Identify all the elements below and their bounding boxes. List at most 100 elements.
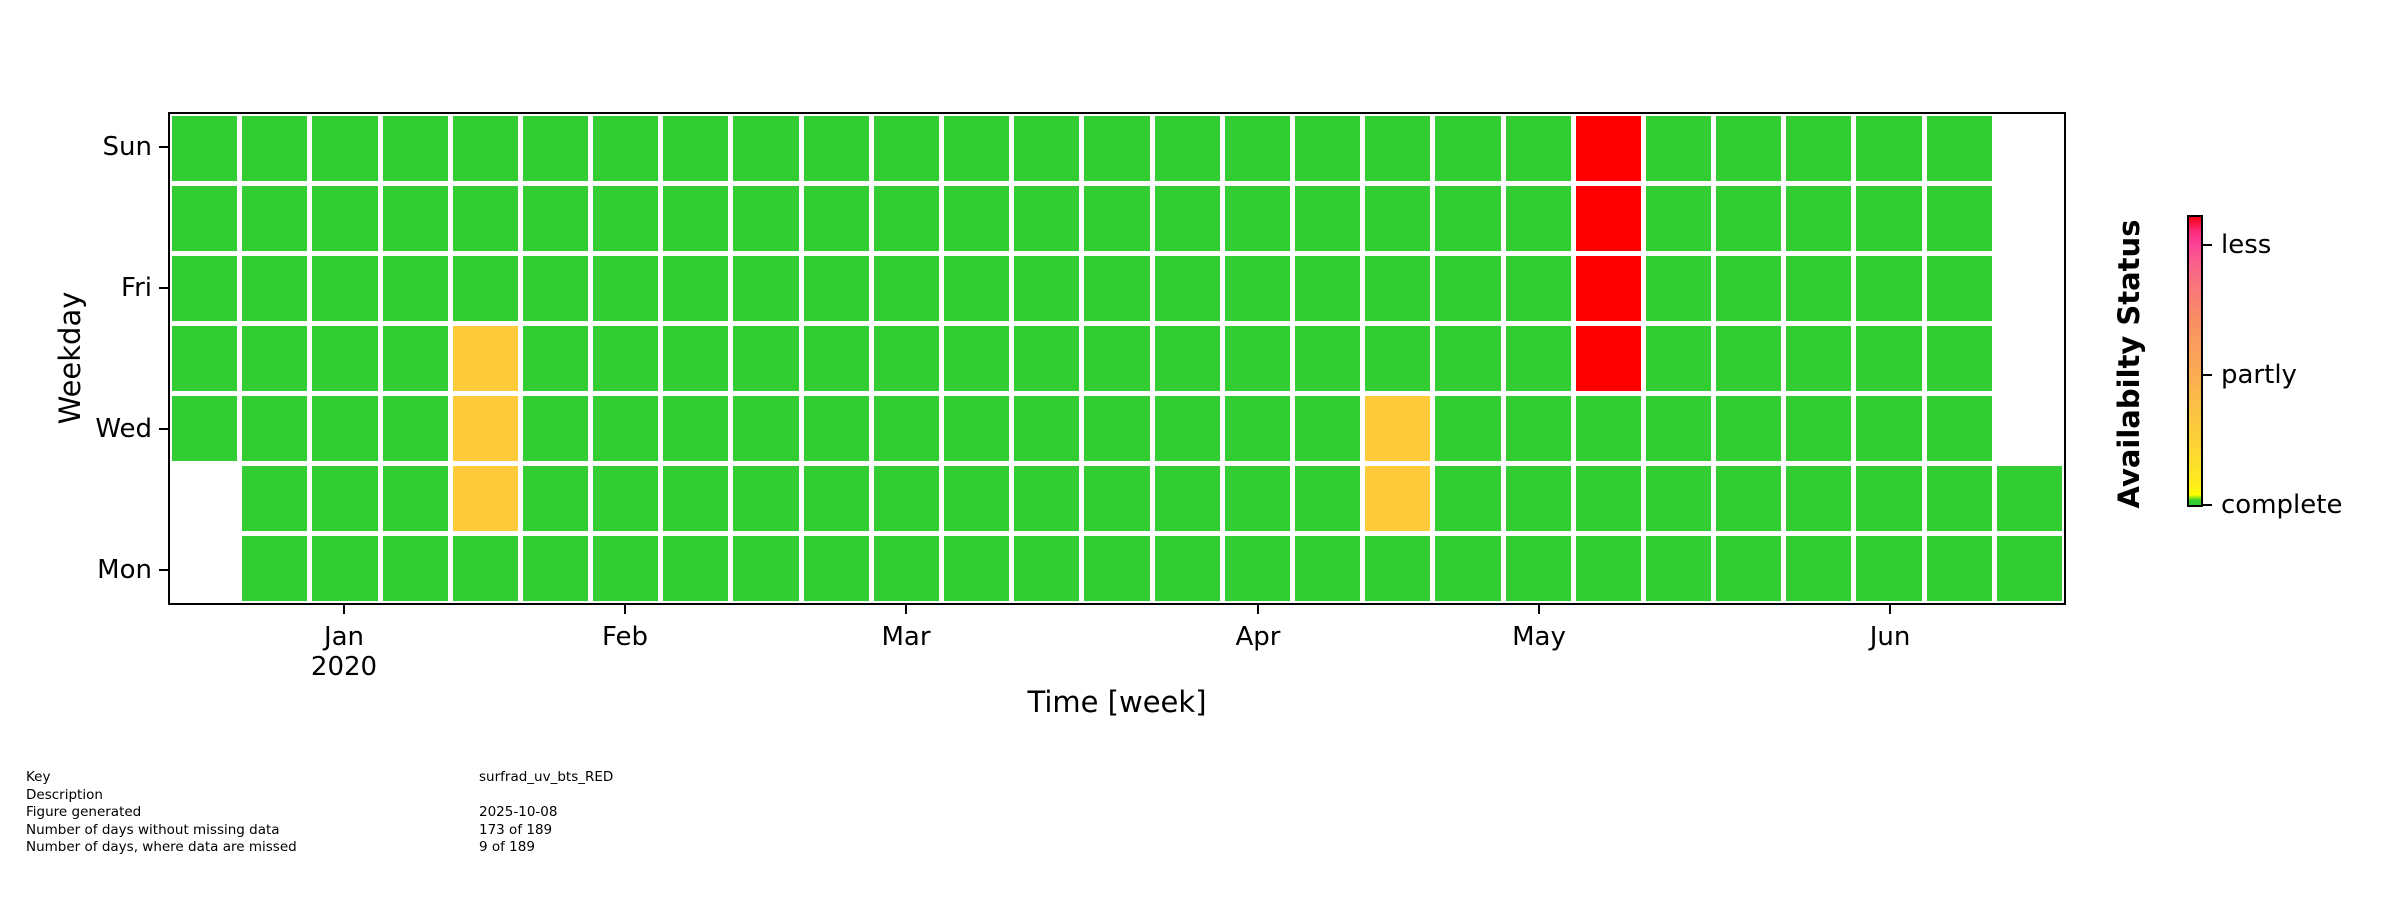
- heatmap-cell: [522, 186, 589, 251]
- heatmap-cell: [1154, 256, 1220, 321]
- heatmap-cell: [242, 466, 308, 531]
- heatmap-cell: [1435, 116, 1501, 181]
- heatmap-cell: [1365, 326, 1431, 391]
- heatmap-cell: [593, 396, 659, 461]
- heatmap-cell: [1926, 536, 1992, 601]
- heatmap-cell: [382, 466, 448, 531]
- heatmap-cell: [663, 186, 729, 251]
- heatmap-cell: [1294, 536, 1361, 601]
- heatmap-cell: [1224, 396, 1290, 461]
- heatmap-cell: [1575, 116, 1641, 181]
- heatmap-cell: [803, 536, 869, 601]
- heatmap-cell: [1505, 536, 1571, 601]
- heatmap-cell: [1926, 116, 1992, 181]
- heatmap-cell: [873, 326, 940, 391]
- heatmap-cell: [1997, 116, 2062, 181]
- heatmap-cell: [1856, 396, 1922, 461]
- year-label: 2020: [310, 652, 378, 682]
- heatmap-cell: [1294, 396, 1361, 461]
- y-axis-tick-label: Mon: [97, 555, 152, 585]
- heatmap-cell: [1084, 396, 1150, 461]
- footer-label: Figure generated: [26, 804, 142, 820]
- heatmap-cell: [1716, 256, 1782, 321]
- heatmap-cell: [663, 326, 729, 391]
- heatmap-cell: [1435, 326, 1501, 391]
- heatmap-cell: [1575, 396, 1641, 461]
- footer-value: 2025-10-08: [479, 804, 558, 820]
- x-axis-tick-label: Jan: [323, 622, 365, 652]
- heatmap-cell: [522, 116, 589, 181]
- footer-row: Figure generated 2025-10-08: [26, 803, 926, 821]
- heatmap-cell: [452, 396, 518, 461]
- heatmap-cell: [1716, 326, 1782, 391]
- heatmap-cell: [1294, 256, 1361, 321]
- heatmap-cell: [873, 466, 940, 531]
- x-axis-tick: [1889, 605, 1891, 614]
- heatmap-cell: [522, 396, 589, 461]
- heatmap-cell: [1084, 326, 1150, 391]
- heatmap-cell: [1294, 326, 1361, 391]
- heatmap-cell: [593, 186, 659, 251]
- heatmap-cell: [1014, 396, 1080, 461]
- heatmap-cell: [1154, 326, 1220, 391]
- heatmap-cell: [593, 536, 659, 601]
- heatmap-cell: [873, 116, 940, 181]
- heatmap-cell: [1365, 116, 1431, 181]
- heatmap-cell: [452, 256, 518, 321]
- y-axis-title: Weekday: [53, 291, 87, 425]
- heatmap-cell: [1716, 466, 1782, 531]
- heatmap-cell: [663, 396, 729, 461]
- heatmap-cell: [1645, 396, 1712, 461]
- heatmap-cell: [803, 466, 869, 531]
- heatmap-cell: [1575, 536, 1641, 601]
- heatmap-cell: [593, 256, 659, 321]
- heatmap-cell: [242, 396, 308, 461]
- heatmap-cell: [733, 326, 799, 391]
- y-axis-tick: [159, 569, 168, 571]
- heatmap-cell: [1856, 256, 1922, 321]
- heatmap-cell: [1645, 536, 1712, 601]
- x-axis-tick: [1538, 605, 1540, 614]
- heatmap-cell: [733, 466, 799, 531]
- plot-area: [168, 112, 2066, 605]
- heatmap-cell: [1997, 186, 2062, 251]
- heatmap-cell: [1084, 256, 1150, 321]
- heatmap-cell: [733, 536, 799, 601]
- heatmap-cell: [452, 326, 518, 391]
- footer-row: Key surfrad_uv_bts_RED: [26, 768, 926, 786]
- heatmap-cell: [382, 326, 448, 391]
- colorbar-tick: [2203, 374, 2212, 376]
- heatmap-cell: [1224, 256, 1290, 321]
- heatmap-cell: [382, 256, 448, 321]
- heatmap-cell: [1645, 116, 1712, 181]
- heatmap-cell: [1224, 466, 1290, 531]
- heatmap-cell: [1084, 466, 1150, 531]
- heatmap-cell: [1575, 326, 1641, 391]
- heatmap-cell: [1014, 116, 1080, 181]
- heatmap-cell: [803, 396, 869, 461]
- heatmap-cell: [1014, 326, 1080, 391]
- heatmap-cell: [1856, 186, 1922, 251]
- heatmap-cell: [803, 186, 869, 251]
- heatmap-cell: [1154, 116, 1220, 181]
- heatmap-cell: [1926, 186, 1992, 251]
- footer-label: Description: [26, 787, 103, 803]
- heatmap-cell: [1084, 116, 1150, 181]
- heatmap-cell: [1786, 396, 1852, 461]
- colorbar-title: Availabilty Status: [2112, 219, 2146, 509]
- heatmap-cell: [1716, 396, 1782, 461]
- heatmap-cell: [593, 116, 659, 181]
- heatmap-cell: [1224, 186, 1290, 251]
- heatmap-cell: [1294, 186, 1361, 251]
- heatmap-cell: [312, 536, 378, 601]
- heatmap-cell: [1435, 466, 1501, 531]
- heatmap-cell: [1505, 466, 1571, 531]
- heatmap-cell: [1716, 186, 1782, 251]
- heatmap-cell: [873, 396, 940, 461]
- heatmap-cell: [944, 326, 1010, 391]
- heatmap-cell: [1224, 116, 1290, 181]
- footer-row: Description: [26, 786, 926, 804]
- heatmap-cell: [1856, 116, 1922, 181]
- heatmap-cell: [1575, 466, 1641, 531]
